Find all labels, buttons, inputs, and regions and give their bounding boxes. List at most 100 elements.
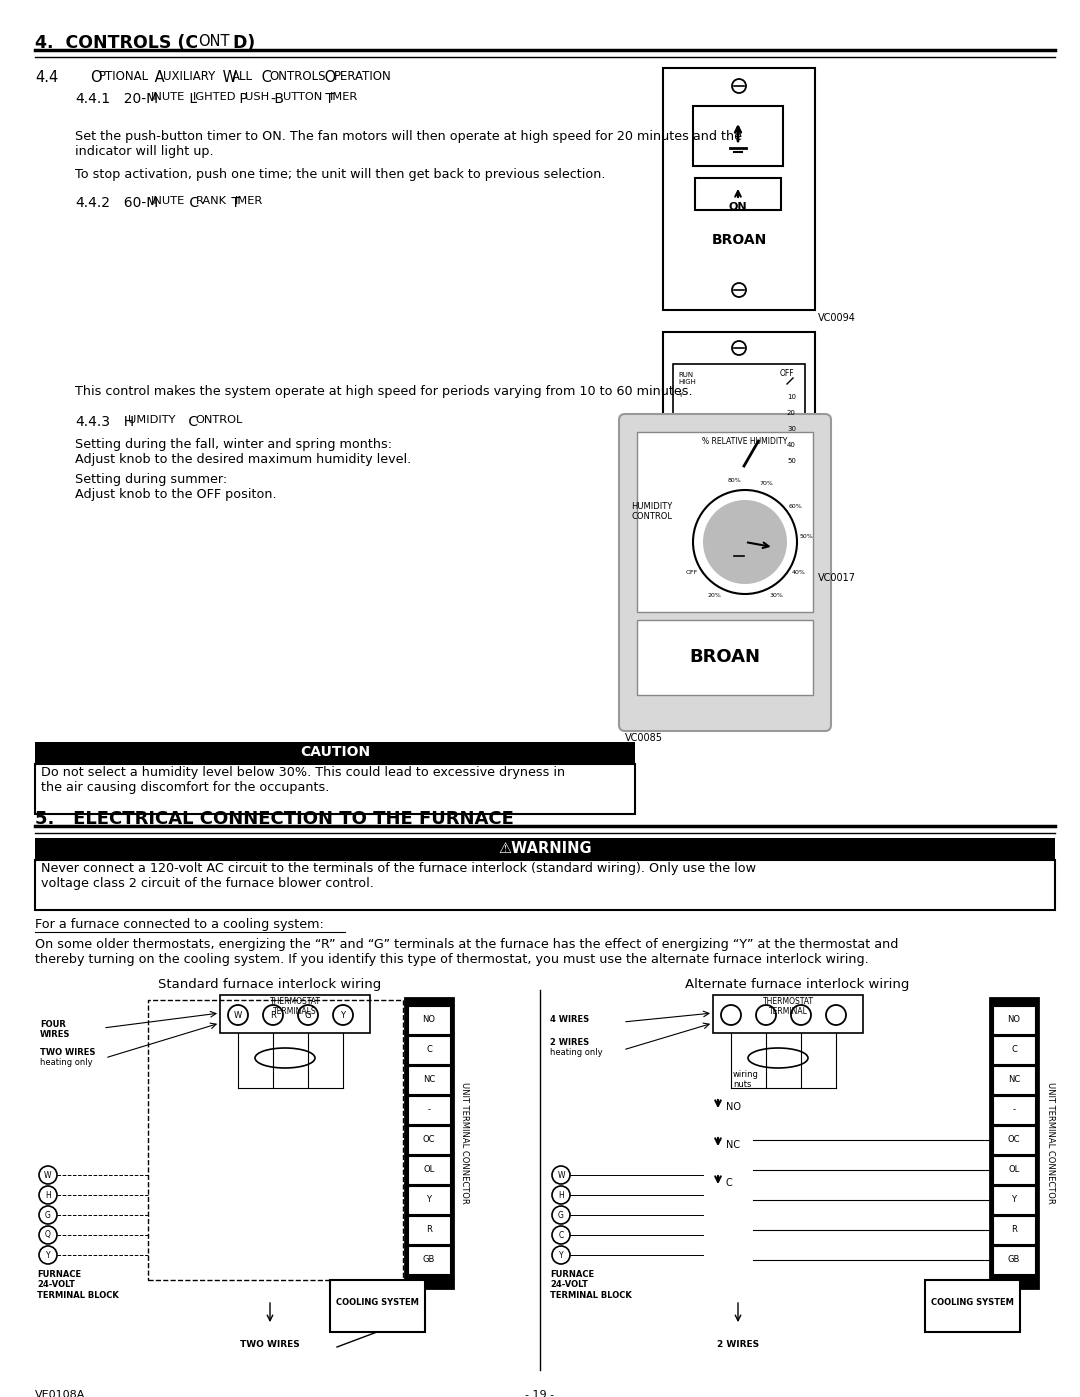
Text: IGHTED: IGHTED	[193, 92, 237, 102]
Text: BROAN: BROAN	[712, 233, 767, 247]
Text: FURNACE
24-VOLT
TERMINAL BLOCK: FURNACE 24-VOLT TERMINAL BLOCK	[550, 1270, 632, 1299]
Text: OFF: OFF	[780, 369, 795, 379]
Bar	[993, 1215, 1035, 1243]
Text: GB: GB	[1008, 1256, 1021, 1264]
Text: FURNACE
24-VOLT
TERMINAL BLOCK: FURNACE 24-VOLT TERMINAL BLOCK	[37, 1270, 119, 1299]
Text: BROAN: BROAN	[689, 648, 760, 666]
Bar	[220, 995, 370, 1032]
Text: INUTE: INUTE	[151, 196, 186, 205]
Text: RANK: RANK	[195, 196, 227, 205]
Text: % RELATIVE HUMIDITY: % RELATIVE HUMIDITY	[702, 437, 787, 446]
Circle shape	[703, 500, 787, 584]
Text: ⚠WARNING: ⚠WARNING	[498, 841, 592, 856]
Bar	[408, 1186, 450, 1214]
Text: IMER: IMER	[330, 92, 359, 102]
Text: C: C	[1011, 1045, 1017, 1055]
Text: UMIDITY: UMIDITY	[129, 415, 175, 425]
Text: 4.4.1: 4.4.1	[75, 92, 110, 106]
Text: 20: 20	[787, 409, 796, 416]
Bar	[408, 1066, 450, 1094]
Text: To stop activation, push one time; the unit will then get back to previous selec: To stop activation, push one time; the u…	[75, 168, 606, 182]
Text: PTIONAL: PTIONAL	[99, 70, 149, 82]
Text: Never connect a 120-volt AC circuit to the terminals of the furnace interlock (s: Never connect a 120-volt AC circuit to t…	[41, 862, 756, 890]
Text: W: W	[44, 1171, 52, 1179]
Text: 60-M: 60-M	[114, 196, 159, 210]
Text: 4.4: 4.4	[35, 70, 58, 85]
Text: 4.4.3: 4.4.3	[75, 415, 110, 429]
Text: -: -	[428, 1105, 431, 1115]
Text: 50%: 50%	[800, 534, 813, 539]
Bar	[990, 997, 1038, 1288]
Text: 5.   ELECTRICAL CONNECTION TO THE FURNACE: 5. ELECTRICAL CONNECTION TO THE FURNACE	[35, 810, 514, 828]
Bar	[148, 1000, 403, 1280]
Text: G: G	[305, 1010, 311, 1020]
Text: PERATION: PERATION	[334, 70, 392, 82]
Text: heating only: heating only	[550, 1048, 603, 1058]
Bar	[637, 432, 813, 612]
Text: NO: NO	[726, 1102, 741, 1112]
Text: ON: ON	[729, 203, 747, 212]
Bar	[408, 1126, 450, 1154]
Text: O: O	[320, 70, 336, 85]
Text: UTTON: UTTON	[283, 92, 322, 102]
Text: 10: 10	[787, 394, 796, 400]
FancyBboxPatch shape	[619, 414, 831, 731]
Text: 20%: 20%	[707, 594, 721, 598]
Text: INUTE: INUTE	[151, 92, 186, 102]
Bar	[35, 838, 1055, 861]
Bar	[924, 1280, 1020, 1331]
Text: C: C	[184, 415, 198, 429]
Text: Y: Y	[340, 1010, 346, 1020]
Text: R: R	[270, 1010, 275, 1020]
Text: T: T	[321, 92, 334, 106]
Text: 20-M: 20-M	[114, 92, 158, 106]
Text: 50: 50	[787, 458, 796, 464]
Text: VC0017: VC0017	[818, 573, 856, 583]
Text: This control makes the system operate at high speed for periods varying from 10 : This control makes the system operate at…	[75, 386, 692, 398]
Text: D): D)	[227, 34, 255, 52]
Text: ONT: ONT	[198, 34, 229, 49]
Text: ONTROLS: ONTROLS	[269, 70, 325, 82]
Text: COOLING SYSTEM: COOLING SYSTEM	[931, 1298, 1013, 1308]
Text: C: C	[185, 196, 199, 210]
Text: T: T	[227, 196, 240, 210]
Text: Y: Y	[558, 1250, 564, 1260]
Text: H: H	[558, 1190, 564, 1200]
Text: VC0085: VC0085	[625, 733, 663, 743]
Text: GB: GB	[422, 1256, 435, 1264]
Text: Setting during the fall, winter and spring months:
Adjust knob to the desired ma: Setting during the fall, winter and spri…	[75, 439, 411, 467]
Text: A: A	[150, 70, 164, 85]
Text: OFF: OFF	[685, 570, 698, 576]
Bar	[35, 764, 635, 814]
Text: NC: NC	[1008, 1076, 1021, 1084]
Text: - 19 -: - 19 -	[526, 1390, 554, 1397]
Text: C: C	[726, 1178, 732, 1187]
Text: Y: Y	[678, 393, 683, 398]
Text: 4.4.2: 4.4.2	[75, 196, 110, 210]
Text: 80%: 80%	[727, 478, 741, 483]
Bar	[993, 1126, 1035, 1154]
Bar	[993, 1155, 1035, 1185]
Text: NO: NO	[1008, 1016, 1021, 1024]
Text: H: H	[114, 415, 134, 429]
Text: NO: NO	[422, 1016, 435, 1024]
Text: ALL: ALL	[232, 70, 253, 82]
Text: OC: OC	[422, 1136, 435, 1144]
Bar	[993, 1006, 1035, 1034]
Bar	[663, 68, 815, 310]
Text: G: G	[45, 1210, 51, 1220]
Ellipse shape	[748, 1048, 808, 1067]
Bar	[405, 997, 453, 1288]
Text: UNIT TERMINAL CONNECTOR: UNIT TERMINAL CONNECTOR	[460, 1083, 470, 1204]
Text: Y: Y	[1012, 1196, 1016, 1204]
Text: heating only: heating only	[40, 1058, 93, 1067]
Bar	[993, 1037, 1035, 1065]
Text: NC: NC	[726, 1140, 740, 1150]
Text: 4 WIRES: 4 WIRES	[550, 1016, 589, 1024]
Text: 4.  CONTROLS (C: 4. CONTROLS (C	[35, 34, 198, 52]
Text: ONTROL: ONTROL	[195, 415, 242, 425]
Text: 60%: 60%	[788, 504, 802, 509]
Text: VE0108A: VE0108A	[35, 1390, 85, 1397]
Text: Do not select a humidity level below 30%. This could lead to excessive dryness i: Do not select a humidity level below 30%…	[41, 766, 565, 793]
Bar	[673, 365, 805, 529]
